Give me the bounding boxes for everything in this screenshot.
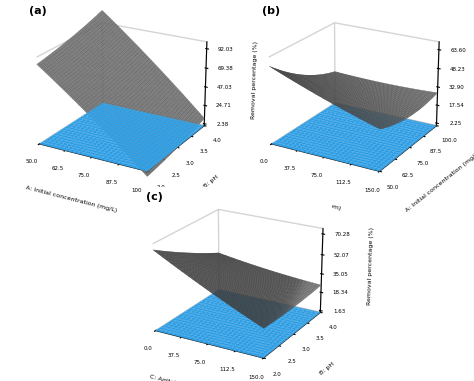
X-axis label: C: Agitation speed (rpm): C: Agitation speed (rpm) [149, 374, 226, 381]
Text: (c): (c) [146, 192, 163, 202]
Y-axis label: B: pH: B: pH [319, 361, 335, 376]
Y-axis label: B: pH: B: pH [202, 174, 219, 189]
Text: (b): (b) [262, 6, 280, 16]
Y-axis label: A: Initial concentration (mg/L): A: Initial concentration (mg/L) [405, 150, 474, 213]
X-axis label: C: Agitation speed (rpm): C: Agitation speed (rpm) [265, 187, 342, 211]
X-axis label: A: Initial concentration (mg/L): A: Initial concentration (mg/L) [25, 185, 118, 213]
Text: (a): (a) [29, 6, 47, 16]
